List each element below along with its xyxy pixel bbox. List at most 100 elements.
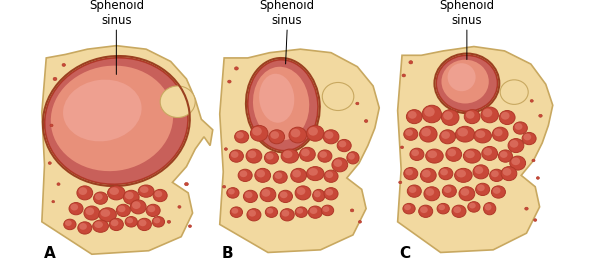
Ellipse shape [325,189,333,195]
Ellipse shape [93,192,108,204]
Ellipse shape [235,67,238,70]
Ellipse shape [291,168,307,182]
Ellipse shape [281,149,299,163]
Ellipse shape [364,120,368,123]
Ellipse shape [264,152,279,164]
Ellipse shape [132,201,141,209]
Ellipse shape [64,219,76,230]
Ellipse shape [442,185,456,197]
Ellipse shape [313,189,325,202]
Ellipse shape [443,111,453,120]
Ellipse shape [441,110,459,125]
Ellipse shape [282,210,289,217]
Ellipse shape [419,126,437,142]
Ellipse shape [246,149,262,163]
Ellipse shape [405,129,413,136]
Ellipse shape [536,177,539,179]
Ellipse shape [473,165,489,179]
Ellipse shape [358,221,362,223]
Ellipse shape [297,187,305,195]
Ellipse shape [409,61,413,64]
Ellipse shape [289,127,307,143]
Ellipse shape [153,218,160,223]
Ellipse shape [269,130,285,144]
Ellipse shape [318,150,332,162]
Ellipse shape [534,219,537,221]
Ellipse shape [238,169,252,181]
Ellipse shape [482,146,498,160]
Ellipse shape [511,157,520,165]
Ellipse shape [524,134,531,140]
Ellipse shape [283,150,293,158]
Ellipse shape [407,110,422,124]
Ellipse shape [484,202,496,215]
Ellipse shape [493,187,501,194]
Ellipse shape [444,186,451,193]
Ellipse shape [482,109,492,117]
Ellipse shape [411,149,419,156]
Polygon shape [220,49,379,252]
Ellipse shape [337,139,351,152]
Ellipse shape [307,167,324,181]
Ellipse shape [404,204,411,210]
Ellipse shape [299,147,315,161]
Ellipse shape [301,149,310,156]
Ellipse shape [404,128,418,140]
Ellipse shape [228,80,231,83]
Ellipse shape [448,63,476,91]
Ellipse shape [138,185,154,197]
Ellipse shape [501,167,517,181]
Ellipse shape [99,208,116,222]
Text: B: B [222,246,233,261]
Ellipse shape [500,80,528,104]
Ellipse shape [539,114,542,117]
Ellipse shape [421,128,431,137]
Ellipse shape [468,202,480,212]
Ellipse shape [314,191,321,197]
Ellipse shape [532,159,535,162]
Ellipse shape [508,139,524,153]
Ellipse shape [260,188,276,202]
Ellipse shape [348,153,355,160]
Ellipse shape [85,207,94,215]
Ellipse shape [476,130,485,138]
Text: C: C [399,246,410,261]
Ellipse shape [452,205,466,217]
Ellipse shape [339,141,346,147]
Ellipse shape [109,187,119,195]
Ellipse shape [458,128,468,137]
Ellipse shape [270,131,279,139]
Ellipse shape [408,186,416,193]
Ellipse shape [230,150,244,162]
Text: A: A [44,246,55,261]
Ellipse shape [125,217,138,227]
Ellipse shape [70,204,78,211]
Ellipse shape [422,105,441,123]
Ellipse shape [422,170,431,177]
Ellipse shape [292,170,301,177]
Ellipse shape [273,171,287,183]
Ellipse shape [464,110,480,124]
Ellipse shape [456,170,466,177]
Ellipse shape [308,206,322,218]
Ellipse shape [57,183,60,185]
Ellipse shape [402,74,405,77]
Ellipse shape [310,207,318,214]
Ellipse shape [108,186,125,200]
Ellipse shape [265,207,278,217]
Ellipse shape [437,203,449,214]
Ellipse shape [407,185,421,197]
Ellipse shape [245,191,253,198]
Ellipse shape [424,107,435,117]
Ellipse shape [498,150,513,162]
Ellipse shape [239,170,247,177]
Ellipse shape [453,206,461,213]
Ellipse shape [308,168,318,176]
Ellipse shape [324,188,338,200]
Ellipse shape [45,58,188,184]
Ellipse shape [525,207,528,210]
Ellipse shape [405,169,413,176]
Ellipse shape [427,150,437,158]
Ellipse shape [48,162,52,164]
Ellipse shape [280,209,295,221]
